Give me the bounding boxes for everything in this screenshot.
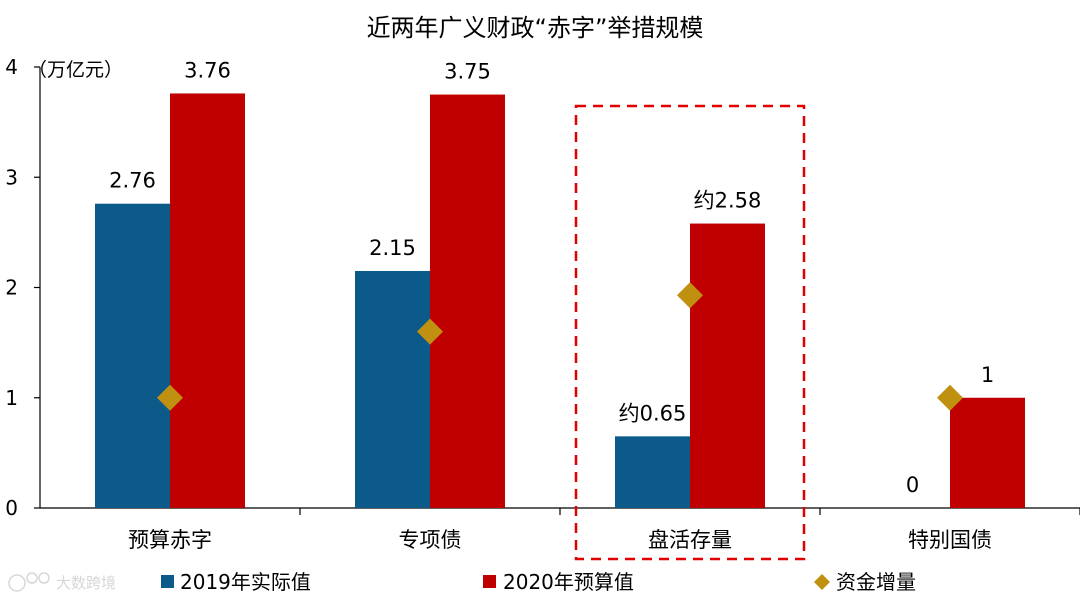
category-label-0: 预算赤字 [128, 528, 212, 552]
y-tick-label: 4 [5, 55, 18, 79]
bar-2019-2 [615, 436, 690, 508]
legend: 2019年实际值 2020年预算值 资金增量 [161, 570, 916, 594]
legend-label-2020: 2020年预算值 [503, 570, 634, 594]
legend-label-2019: 2019年实际值 [180, 570, 311, 594]
bar-2020-1 [430, 94, 505, 508]
bar-2020-2 [690, 223, 765, 508]
data-label-2019-3: 0 [906, 473, 919, 497]
increment-marker-1 [417, 318, 443, 345]
legend-swatch-increment [814, 574, 830, 590]
bars [95, 93, 1025, 509]
data-label-2020-1: 3.75 [444, 60, 491, 84]
bar-2020-0 [170, 93, 245, 509]
data-label-2020-0: 3.76 [184, 58, 231, 82]
legend-label-increment: 资金增量 [836, 570, 916, 594]
x-ticks [299, 508, 1080, 515]
y-tick-label: 3 [5, 165, 18, 189]
y-tick-label: 0 [5, 496, 18, 520]
legend-swatch-2019 [161, 575, 174, 588]
chart-title: 近两年广义财政“赤字”举措规模 [367, 14, 704, 42]
increment-marker-0 [157, 384, 183, 411]
data-label-2019-2: 约0.65 [619, 401, 687, 425]
watermark-logo-icon [8, 572, 50, 592]
increment-marker-2 [677, 282, 703, 309]
data-label-2020-2: 约2.58 [694, 189, 762, 213]
bar-2020-3 [950, 397, 1025, 508]
category-labels: 预算赤字 专项债 盘活存量 特别国债 [128, 528, 992, 552]
markers [157, 282, 963, 411]
unit-label: （万亿元） [28, 59, 123, 81]
watermark: 大数跨境 [8, 572, 116, 592]
y-ticks: 0 1 2 3 4 [5, 55, 40, 520]
y-tick-label: 2 [5, 276, 18, 300]
data-label-2020-3: 1 [981, 363, 994, 387]
data-label-2019-1: 2.15 [369, 236, 416, 260]
bar-2019-1 [355, 270, 430, 508]
legend-swatch-2020 [483, 575, 496, 588]
watermark-text: 大数跨境 [56, 574, 116, 592]
increment-marker-3 [937, 384, 963, 411]
data-labels: 2.76 3.76 2.15 3.75 约0.65 约2.58 0 1 [109, 58, 994, 497]
bar-2019-0 [95, 203, 170, 508]
data-label-2019-0: 2.76 [109, 169, 156, 193]
y-tick-label: 1 [5, 386, 18, 410]
category-label-2: 盘活存量 [648, 528, 732, 552]
category-label-1: 专项债 [399, 528, 462, 552]
category-label-3: 特别国债 [908, 528, 992, 552]
